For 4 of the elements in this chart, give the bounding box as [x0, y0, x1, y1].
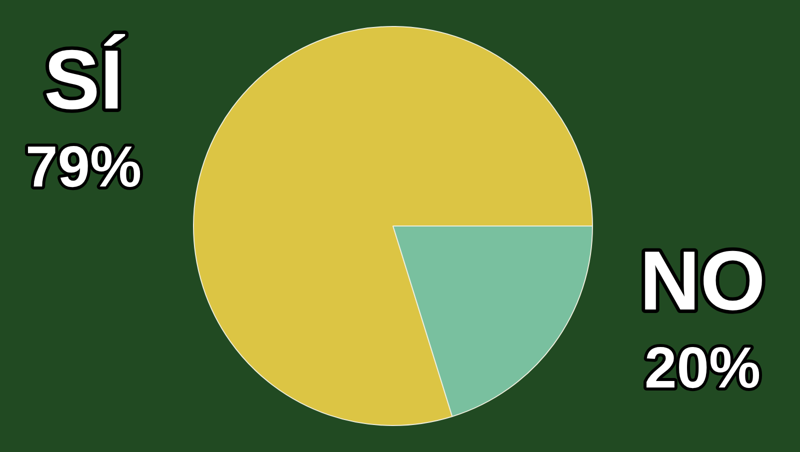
data-label: 20% — [644, 336, 761, 401]
slice-label: NO — [640, 234, 766, 328]
slice-label: SÍ — [44, 32, 126, 127]
data-label: 79% — [25, 134, 142, 200]
